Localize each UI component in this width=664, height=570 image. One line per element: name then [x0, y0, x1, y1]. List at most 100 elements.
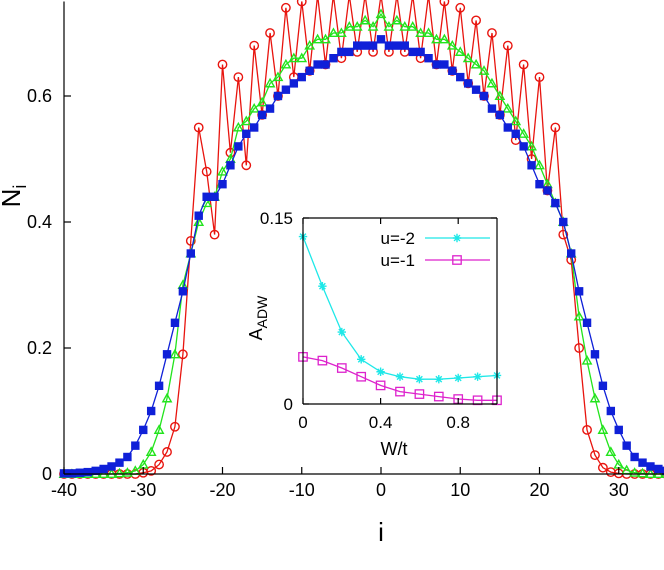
series-1-point [280, 58, 292, 69]
series-2-point [448, 66, 457, 75]
series-0-point [454, 373, 463, 383]
series-2-point [440, 60, 449, 69]
inset-y-axis-label-main: A [246, 328, 266, 340]
series-2-point [265, 104, 275, 113]
series-2-point [416, 47, 425, 57]
main-y-axis-label-main: N [0, 189, 26, 208]
series-1-point [375, 8, 387, 19]
legend-label-u-1: u=-1 [381, 251, 416, 270]
series-1-point [343, 21, 355, 31]
inset-axes: 0 0.4 0.8 0 0.15 [260, 209, 498, 432]
series-1-point [288, 52, 300, 63]
series-0-point [590, 450, 600, 460]
inset-plot: 0 0.4 0.8 0 0.15 W/t AADW u=-2 u=-1 [246, 209, 502, 459]
series-0-point [502, 40, 513, 51]
series-2-point [567, 249, 576, 258]
series-2-point [162, 350, 172, 359]
series-1-point [240, 115, 252, 126]
series-1-point [526, 140, 537, 151]
series-1-point [433, 391, 444, 402]
inset-background [300, 220, 498, 408]
series-1-point [518, 128, 530, 138]
x-tick-label: -30 [130, 480, 156, 500]
y-tick-label: 0.15 [260, 209, 293, 228]
series-1-point [232, 121, 244, 132]
series-1-point [534, 159, 545, 170]
x-tick-label: 0.4 [369, 413, 393, 432]
series-2-point [146, 406, 156, 416]
series-2-point [424, 54, 433, 63]
series-1-point [114, 467, 125, 478]
series-2-point [67, 469, 77, 478]
series-1-point [431, 33, 442, 44]
series-2-point [543, 186, 552, 195]
series-2-point [337, 47, 346, 57]
legend-marker-0 [452, 233, 462, 243]
x-tick-label: -40 [51, 480, 77, 500]
series-2-point [313, 60, 322, 69]
series-0-point [241, 160, 252, 171]
series-2-point [590, 350, 600, 359]
series-2-point [535, 180, 544, 189]
series-0-point [280, 2, 291, 13]
series-1-point [407, 21, 419, 31]
series-1-point [145, 446, 157, 457]
y-tick-label: 0 [42, 464, 52, 484]
series-1-point [510, 115, 522, 126]
series-1-point [320, 33, 331, 44]
series-2-point [186, 249, 195, 258]
series-1-point [399, 21, 411, 31]
series-2-point [432, 60, 441, 69]
series-2-point [194, 211, 203, 220]
series-2-point [281, 85, 291, 94]
series-2-point [107, 462, 116, 471]
series-2-point [408, 47, 417, 57]
series-1-point [335, 27, 347, 38]
series-0-point [265, 28, 275, 38]
series-2-point [170, 318, 180, 327]
series-0-point [296, 0, 307, 7]
series-0-point [415, 375, 424, 384]
series-2-point [131, 441, 140, 450]
main-axes: -40 -30 -20 -10 0 10 20 30 0 0.2 0.4 0.6 [27, 1, 664, 500]
x-tick-label: 20 [529, 480, 549, 500]
series-1-point [367, 21, 379, 31]
series-0-point [249, 40, 260, 51]
series-1-point [169, 348, 181, 359]
series-2-point [202, 192, 211, 201]
series-2-point [487, 104, 497, 113]
y-tick-label: 0 [284, 395, 293, 414]
series-1-point [581, 354, 593, 365]
series-1-point [597, 424, 609, 434]
series-1-point [605, 446, 617, 457]
series-1-point [193, 216, 205, 227]
series-2-point [662, 466, 664, 476]
series-2-point [250, 123, 259, 132]
series-1-point [304, 39, 316, 50]
main-y-axis-label-sub: i [10, 185, 30, 189]
series-0-point [337, 327, 346, 337]
x-tick-label: 10 [450, 480, 470, 500]
series-1-point [395, 386, 405, 397]
series-0-point [487, 28, 497, 38]
series-1-point [356, 371, 367, 382]
series-2-point [99, 464, 108, 474]
series-1-point [161, 392, 173, 403]
series-1-point [272, 71, 284, 82]
series-2-point [273, 91, 283, 101]
series-1-point [256, 96, 268, 107]
series-0-point [534, 72, 545, 83]
series-2-point [353, 41, 362, 50]
series-2-point [321, 60, 330, 69]
series-2-point [360, 41, 370, 50]
series-2-point [614, 425, 623, 435]
series-2-point [471, 85, 481, 94]
series-1-point [359, 14, 371, 25]
series-1-point [446, 39, 458, 50]
x-tick-label: 0 [298, 413, 307, 432]
series-0-point [471, 15, 481, 26]
series-2-point [392, 41, 402, 50]
series-1-point [336, 363, 347, 373]
series-0-point [473, 372, 482, 381]
